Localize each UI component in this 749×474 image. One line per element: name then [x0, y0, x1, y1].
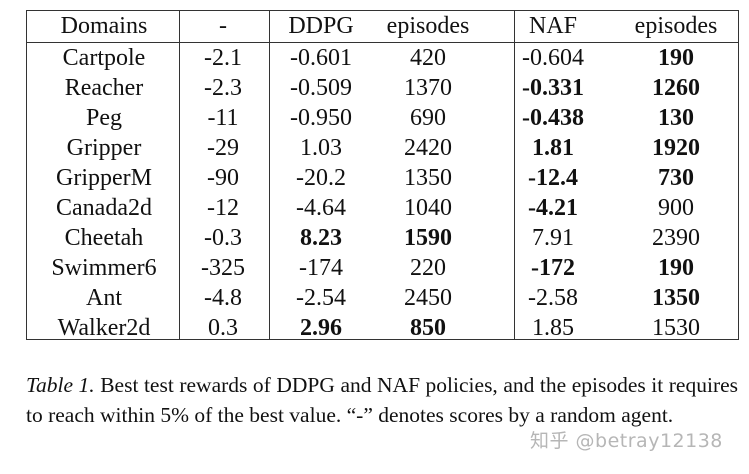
- cell-naf-episodes: 1350: [652, 285, 700, 311]
- cell-naf: 7.91: [532, 225, 574, 251]
- cell-ddpg: -0.950: [290, 105, 352, 131]
- caption-text: Best test rewards of DDPG and NAF polici…: [26, 373, 739, 427]
- header-ddpg: DDPG: [288, 13, 354, 39]
- table-row: Cheetah -0.3 8.23 1590 7.91 2390: [27, 223, 738, 253]
- table-row: GripperM -90 -20.2 1350 -12.4 730: [27, 163, 738, 193]
- cell-ddpg: -2.54: [296, 285, 346, 311]
- column-divider: [179, 11, 180, 339]
- table-row: Cartpole -2.1 -0.601 420 -0.604 190: [27, 43, 738, 73]
- cell-random: 0.3: [208, 315, 238, 341]
- cell-naf-episodes: 190: [658, 45, 694, 71]
- cell-domain: Gripper: [66, 135, 142, 161]
- cell-naf: 1.85: [532, 315, 574, 341]
- cell-random: -0.3: [204, 225, 242, 251]
- cell-random: -29: [207, 135, 239, 161]
- cell-naf: 1.81: [532, 135, 574, 161]
- watermark: 知乎 @betray12138: [530, 430, 723, 452]
- cell-naf-episodes: 1260: [652, 75, 700, 101]
- results-table: Domains - DDPG episodes NAF episodes Cartpole…: [26, 10, 739, 343]
- cell-naf: -4.21: [528, 195, 578, 221]
- header-ddpg-episodes: episodes: [386, 13, 470, 39]
- cell-domain: Ant: [86, 285, 122, 311]
- cell-ddpg: -0.509: [290, 75, 352, 101]
- table-row: Ant -4.8 -2.54 2450 -2.58 1350: [27, 283, 738, 313]
- column-divider: [269, 11, 270, 339]
- cell-ddpg-episodes: 420: [410, 45, 446, 71]
- cell-naf-episodes: 190: [658, 255, 694, 281]
- table-row: Swimmer6 -325 -174 220 -172 190: [27, 253, 738, 283]
- cell-domain: Peg: [86, 105, 122, 131]
- cell-naf-episodes: 1920: [652, 135, 700, 161]
- cell-ddpg-episodes: 2420: [404, 135, 452, 161]
- cell-random: -325: [201, 255, 245, 281]
- header-domain: Domains: [60, 13, 148, 39]
- cell-naf: -2.58: [528, 285, 578, 311]
- table-caption: Table 1. Best test rewards of DDPG and N…: [26, 370, 738, 430]
- caption-label: Table 1.: [26, 373, 95, 397]
- cell-domain: Canada2d: [56, 195, 152, 221]
- cell-random: -90: [207, 165, 239, 191]
- cell-ddpg: -174: [299, 255, 343, 281]
- table-row: Canada2d -12 -4.64 1040 -4.21 900: [27, 193, 738, 223]
- cell-ddpg-episodes: 690: [410, 105, 446, 131]
- cell-ddpg-episodes: 1350: [404, 165, 452, 191]
- cell-naf-episodes: 130: [658, 105, 694, 131]
- cell-ddpg: -4.64: [296, 195, 346, 221]
- cell-ddpg-episodes: 2450: [404, 285, 452, 311]
- cell-domain: Cheetah: [64, 225, 144, 251]
- cell-random: -12: [207, 195, 239, 221]
- cell-naf-episodes: 900: [658, 195, 694, 221]
- cell-domain: Reacher: [64, 75, 144, 101]
- header-row: Domains - DDPG episodes NAF episodes: [27, 11, 738, 41]
- table-row: Walker2d 0.3 2.96 850 1.85 1530: [27, 313, 738, 343]
- cell-random: -2.3: [204, 75, 242, 101]
- header-naf: NAF: [528, 13, 577, 39]
- cell-domain: Cartpole: [62, 45, 146, 71]
- cell-naf: -0.331: [522, 75, 584, 101]
- cell-ddpg-episodes: 1040: [404, 195, 452, 221]
- cell-random: -4.8: [204, 285, 242, 311]
- header-divider: [27, 42, 738, 43]
- header-random: -: [219, 13, 227, 39]
- cell-ddpg-episodes: 220: [410, 255, 446, 281]
- cell-ddpg: 8.23: [300, 225, 342, 251]
- cell-ddpg: 1.03: [300, 135, 342, 161]
- cell-naf: -12.4: [528, 165, 578, 191]
- cell-domain: Walker2d: [57, 315, 151, 341]
- column-divider: [514, 11, 515, 339]
- cell-ddpg: -20.2: [296, 165, 346, 191]
- cell-random: -11: [207, 105, 239, 131]
- cell-random: -2.1: [204, 45, 242, 71]
- cell-ddpg: -0.601: [290, 45, 352, 71]
- cell-ddpg-episodes: 850: [410, 315, 446, 341]
- cell-ddpg-episodes: 1590: [404, 225, 452, 251]
- cell-naf: -172: [531, 255, 575, 281]
- cell-naf: -0.438: [522, 105, 584, 131]
- cell-naf-episodes: 730: [658, 165, 694, 191]
- cell-domain: GripperM: [56, 165, 152, 191]
- cell-naf-episodes: 1530: [652, 315, 700, 341]
- cell-domain: Swimmer6: [51, 255, 157, 281]
- cell-ddpg: 2.96: [300, 315, 342, 341]
- table-row: Peg -11 -0.950 690 -0.438 130: [27, 103, 738, 133]
- cell-naf: -0.604: [522, 45, 584, 71]
- header-naf-episodes: episodes: [634, 13, 718, 39]
- cell-ddpg-episodes: 1370: [404, 75, 452, 101]
- cell-naf-episodes: 2390: [652, 225, 700, 251]
- table-row: Reacher -2.3 -0.509 1370 -0.331 1260: [27, 73, 738, 103]
- table-row: Gripper -29 1.03 2420 1.81 1920: [27, 133, 738, 163]
